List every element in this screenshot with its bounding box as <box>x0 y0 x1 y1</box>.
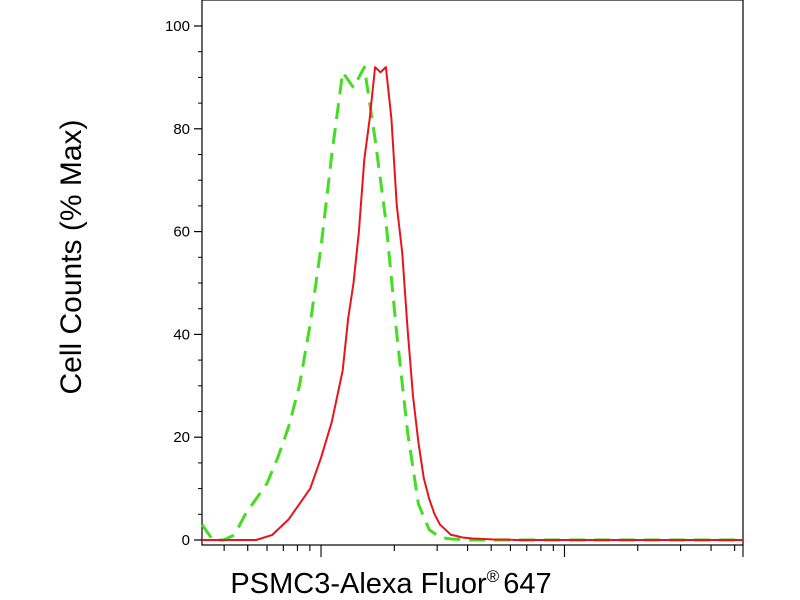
y-tick-label: 80 <box>173 121 190 138</box>
y-tick-label: 60 <box>173 224 190 241</box>
x-axis-label-suffix: 647 <box>503 568 551 600</box>
x-axis-label: PSMC3-Alexa Fluor® 647 <box>230 567 551 600</box>
series-layer <box>200 65 743 542</box>
y-tick-label: 40 <box>173 326 190 343</box>
y-axis: 0 20 40 60 80 100 <box>165 18 202 549</box>
y-tick-label: 20 <box>173 429 190 446</box>
x-axis-label-superscript: ® <box>487 567 500 586</box>
x-axis <box>223 545 744 557</box>
series-line-solid-red <box>202 66 743 541</box>
y-tick-label: 0 <box>182 532 190 549</box>
y-tick-label: 100 <box>165 18 190 35</box>
y-axis-label: Cell Counts (% Max) <box>55 119 88 394</box>
plot-frame <box>201 0 744 546</box>
x-axis-label-main: PSMC3-Alexa Fluor <box>230 568 487 600</box>
series-line-dashed-green <box>200 65 743 542</box>
